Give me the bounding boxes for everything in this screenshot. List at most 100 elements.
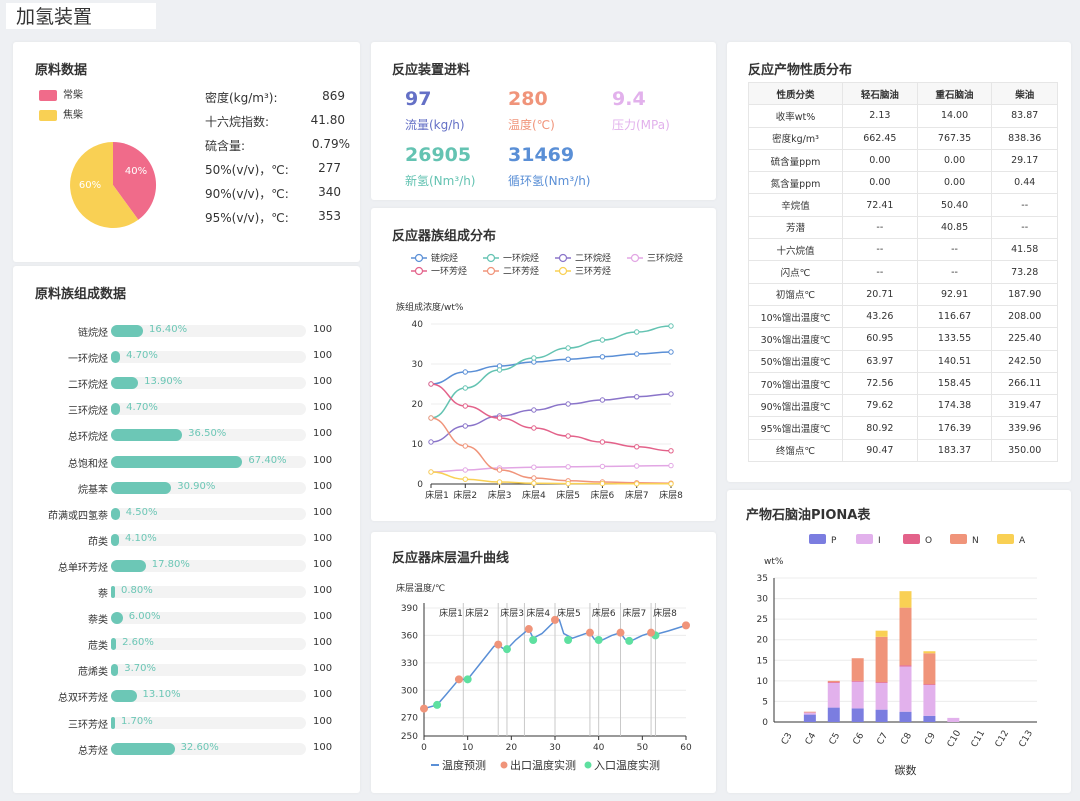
bar-segment[interactable] — [827, 682, 840, 683]
data-point[interactable] — [565, 345, 571, 351]
legend-item[interactable]: 一环烷烃 — [483, 252, 539, 264]
data-point[interactable] — [531, 355, 537, 361]
data-point[interactable] — [462, 369, 468, 375]
data-point[interactable] — [668, 462, 674, 469]
data-point[interactable] — [599, 354, 606, 360]
legend-item-changchai[interactable]: 常柴 — [39, 86, 83, 106]
data-point[interactable] — [634, 444, 640, 450]
data-point[interactable] — [585, 628, 594, 637]
legend-item[interactable]: 二环烷烃 — [555, 252, 611, 264]
data-point[interactable] — [565, 433, 571, 439]
bar-segment[interactable] — [875, 682, 888, 683]
legend-item[interactable]: 温度预测 — [431, 758, 486, 772]
legend-item[interactable]: N — [950, 534, 979, 546]
pie-slice-changchai[interactable] — [113, 141, 157, 220]
legend-item[interactable]: P — [809, 534, 837, 546]
data-point[interactable] — [531, 464, 537, 470]
data-point[interactable] — [594, 636, 603, 644]
bar-segment[interactable] — [875, 636, 888, 683]
series-line[interactable] — [428, 381, 674, 454]
data-point[interactable] — [496, 415, 503, 421]
data-point[interactable] — [616, 628, 625, 637]
legend-item[interactable]: 二环芳烃 — [483, 265, 539, 277]
data-point[interactable] — [634, 394, 640, 400]
series-points[interactable] — [420, 615, 690, 713]
legend-item[interactable]: 入口温度实测 — [584, 758, 661, 772]
bar-segment[interactable] — [875, 630, 888, 637]
data-point[interactable] — [647, 628, 656, 637]
composition-row[interactable]: 三环烷烃 4.70% 100 — [13, 400, 358, 418]
data-point[interactable] — [599, 480, 606, 487]
data-point[interactable] — [496, 367, 503, 373]
bar-segment[interactable] — [803, 711, 816, 713]
data-point[interactable] — [529, 636, 538, 644]
data-point[interactable] — [565, 401, 571, 407]
bar-segment[interactable] — [851, 658, 864, 681]
data-point[interactable] — [599, 337, 606, 343]
series-line[interactable] — [428, 323, 674, 421]
data-point[interactable] — [454, 675, 463, 684]
data-point[interactable] — [496, 467, 503, 473]
bar-segment[interactable] — [851, 681, 864, 709]
bar-segment[interactable] — [947, 717, 960, 722]
data-point[interactable] — [462, 385, 468, 391]
bar-segment[interactable] — [803, 714, 816, 722]
composition-row[interactable]: 总双环芳烃 13.10% 100 — [13, 687, 358, 705]
data-point[interactable] — [634, 481, 640, 487]
bar-segment[interactable] — [923, 651, 936, 654]
legend-item[interactable]: A — [997, 534, 1026, 546]
data-point[interactable] — [531, 475, 537, 481]
pie-slice-jiaochai[interactable] — [70, 142, 139, 228]
composition-row[interactable]: 总环烷烃 36.50% 100 — [13, 426, 358, 444]
bar-segment[interactable] — [803, 712, 816, 715]
bar-segment[interactable] — [851, 708, 864, 722]
data-point[interactable] — [462, 423, 468, 429]
series-line[interactable] — [428, 469, 674, 487]
bar-segment[interactable] — [923, 684, 936, 716]
data-point[interactable] — [502, 645, 511, 654]
data-point[interactable] — [564, 636, 573, 644]
composition-row[interactable]: 萘 0.80% 100 — [13, 583, 358, 601]
data-point[interactable] — [668, 349, 674, 355]
bar-segment[interactable] — [827, 680, 840, 683]
data-point[interactable] — [462, 476, 468, 482]
data-point[interactable] — [668, 323, 674, 329]
bar-segment[interactable] — [875, 709, 888, 722]
bar-segment[interactable] — [899, 666, 912, 712]
data-point[interactable] — [531, 407, 537, 413]
bar-segment[interactable] — [923, 653, 936, 685]
bar-segment[interactable] — [899, 591, 912, 608]
bar-segment[interactable] — [827, 682, 840, 708]
data-point[interactable] — [565, 464, 571, 470]
data-point[interactable] — [428, 469, 434, 475]
data-point[interactable] — [551, 615, 559, 624]
composition-row[interactable]: 总饱和烃 67.40% 100 — [13, 453, 358, 471]
composition-row[interactable]: 总单环芳烃 17.80% 100 — [13, 557, 358, 575]
data-point[interactable] — [428, 381, 434, 387]
composition-row[interactable]: 茚满或四氢萘 4.50% 100 — [13, 505, 358, 523]
data-point[interactable] — [496, 479, 503, 485]
data-point[interactable] — [462, 443, 468, 449]
data-point[interactable] — [634, 329, 640, 335]
data-point[interactable] — [494, 640, 503, 649]
composition-row[interactable]: 苊类 2.60% 100 — [13, 635, 358, 653]
data-point[interactable] — [682, 621, 690, 630]
bar-segment[interactable] — [875, 682, 888, 710]
legend-item[interactable]: 三环烷烃 — [627, 252, 683, 264]
composition-row[interactable]: 三环芳烃 1.70% 100 — [13, 714, 358, 732]
series-line[interactable] — [428, 462, 674, 475]
legend-item[interactable]: O — [903, 534, 932, 546]
data-point[interactable] — [599, 439, 606, 445]
data-point[interactable] — [625, 636, 634, 645]
composition-row[interactable]: 苊烯类 3.70% 100 — [13, 661, 358, 679]
composition-row[interactable]: 总芳烃 32.60% 100 — [13, 740, 358, 758]
legend-item[interactable]: 出口温度实测 — [500, 758, 577, 772]
data-point[interactable] — [462, 467, 468, 473]
series-line[interactable] — [428, 391, 674, 445]
data-point[interactable] — [531, 425, 537, 431]
bar-segment[interactable] — [899, 607, 912, 666]
data-point[interactable] — [463, 675, 472, 684]
data-point[interactable] — [420, 704, 428, 713]
legend-item[interactable]: 链烷烃 — [411, 252, 458, 264]
composition-row[interactable]: 链烷烃 16.40% 100 — [13, 322, 358, 340]
